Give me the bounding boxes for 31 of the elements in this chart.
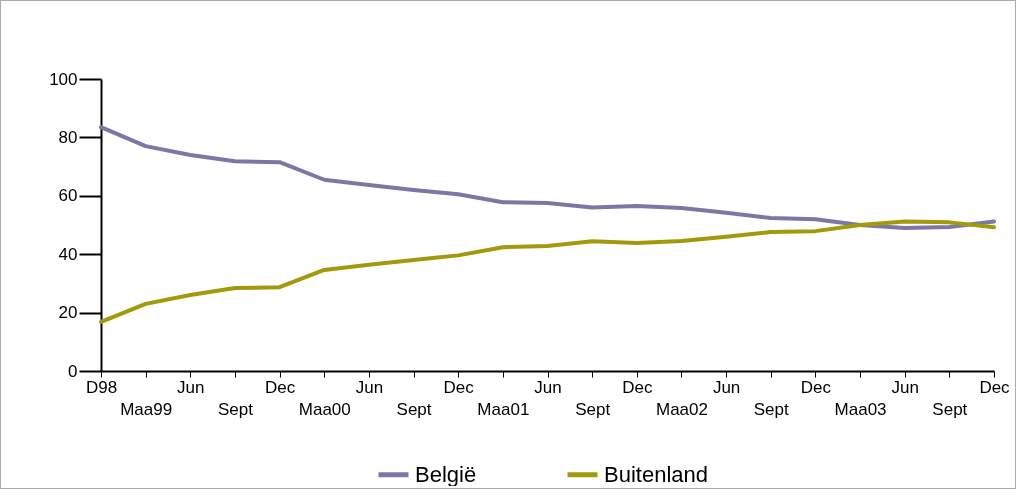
x-tick-label: Jun: [534, 377, 562, 397]
x-tick-label: Maa03: [834, 399, 887, 419]
y-tick-label: 80: [58, 127, 78, 147]
x-tick-label: Sept: [575, 399, 611, 419]
x-tick-label: Maa02: [655, 399, 708, 419]
legend-label: België: [415, 461, 477, 487]
y-tick-label: 0: [68, 361, 78, 381]
line-series: [99, 219, 996, 324]
x-tick-label: Maa01: [477, 399, 530, 419]
x-tick-label: Dec: [800, 377, 832, 397]
x-tick-label: Jun: [177, 377, 205, 397]
y-tick-label: 20: [58, 303, 78, 323]
x-tick-label: Jun: [712, 377, 741, 397]
x-tick-label: Sept: [396, 399, 432, 419]
y-tick-label: 100: [49, 69, 78, 89]
line-series: [99, 125, 996, 230]
x-tick-label: Jun: [891, 377, 919, 397]
x-tick-label: Sept: [932, 399, 968, 419]
x-tick-label: Sept: [753, 399, 790, 419]
x-tick-label: Dec: [979, 377, 1011, 397]
x-tick-label: Dec: [443, 377, 475, 397]
y-tick-label: 60: [58, 186, 78, 206]
x-tick-label: Maa99: [120, 399, 173, 419]
x-tick-label: Maa00: [298, 399, 351, 419]
legend-label: Buitenland: [604, 461, 708, 487]
x-tick-label: Sept: [217, 399, 254, 419]
x-tick-label: Jun: [355, 377, 384, 397]
x-tick-label: Dec: [622, 377, 653, 397]
y-tick-label: 40: [58, 244, 78, 264]
x-tick-label: D98: [85, 377, 118, 397]
x-tick-label: Dec: [264, 377, 296, 397]
